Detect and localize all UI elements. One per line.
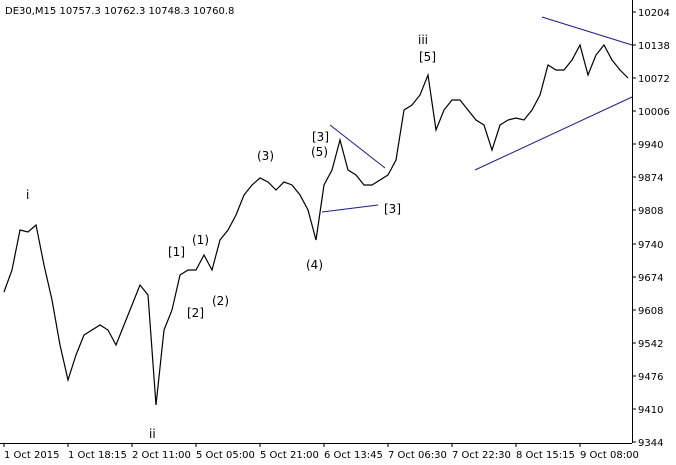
wave-label: [3] [312, 130, 329, 144]
x-tick-label: 5 Oct 05:00 [196, 450, 255, 461]
chart-title: DE30,M15 10757.3 10762.3 10748.3 10760.8 [5, 6, 234, 17]
wave-label: iii [418, 33, 428, 47]
trend-line [329, 124, 386, 169]
x-tick-label: 1 Oct 2015 [4, 450, 59, 461]
y-tick-label: 9940 [638, 140, 663, 151]
y-tick-label: 10138 [638, 41, 670, 52]
y-tick-label: 9740 [638, 240, 663, 251]
y-tick-label: 9344 [638, 438, 663, 449]
y-tick-label: 9410 [638, 405, 663, 416]
wave-label: i [26, 188, 29, 202]
wave-label: (5) [311, 145, 328, 159]
x-tick-label: 2 Oct 11:00 [132, 450, 191, 461]
x-tick-label: 9 Oct 08:00 [580, 450, 639, 461]
x-tick-label: 1 Oct 18:15 [68, 450, 127, 461]
y-tick-label: 10072 [638, 74, 670, 85]
wave-label: ii [149, 427, 156, 441]
x-tick-label: 6 Oct 13:45 [324, 450, 383, 461]
wave-label: [3] [384, 202, 401, 216]
price-line [3, 43, 629, 406]
wave-label: (3) [257, 149, 274, 163]
trend-line [541, 16, 633, 46]
y-tick-label: 9476 [638, 372, 663, 383]
trend-line [321, 204, 379, 213]
y-tick-label: 10006 [638, 107, 670, 118]
wave-label: (4) [306, 258, 323, 272]
x-tick-label: 7 Oct 22:30 [452, 450, 511, 461]
y-tick-label: 9542 [638, 339, 663, 350]
wave-label: (2) [212, 294, 229, 308]
wave-label: [2] [187, 306, 204, 320]
x-tick-label: 5 Oct 21:00 [260, 450, 319, 461]
y-tick-label: 10204 [638, 8, 670, 19]
wave-label: [5] [419, 50, 436, 64]
wave-label: (1) [192, 233, 209, 247]
x-tick-label: 8 Oct 15:15 [516, 450, 575, 461]
y-tick-label: 9608 [638, 306, 663, 317]
y-tick-label: 9874 [638, 173, 663, 184]
wave-label: [1] [168, 245, 185, 259]
y-tick-label: 9674 [638, 273, 663, 284]
y-tick-label: 9808 [638, 206, 663, 217]
x-tick-label: 7 Oct 06:30 [388, 450, 447, 461]
trend-line [474, 96, 633, 171]
